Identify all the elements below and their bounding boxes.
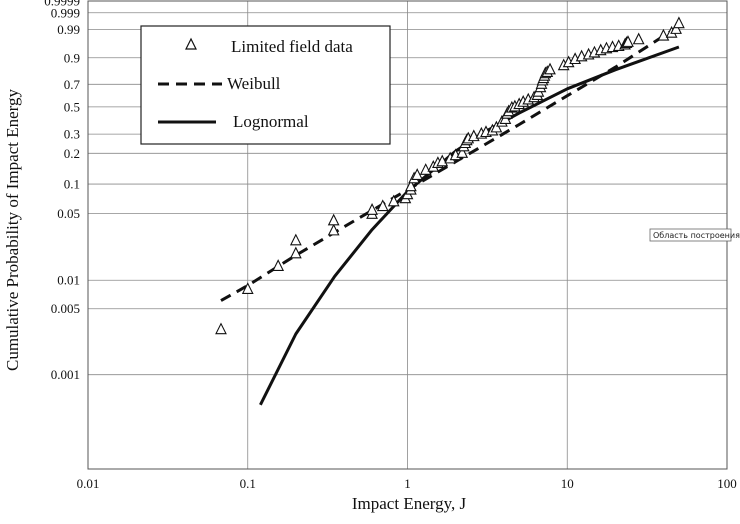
data-markers xyxy=(215,16,685,335)
y-tick-label-7: 0.2 xyxy=(64,146,80,161)
y-tick-label-12: 0.001 xyxy=(51,367,80,382)
data-point-3 xyxy=(289,246,302,259)
data-point-8 xyxy=(366,203,378,215)
data-point-9 xyxy=(376,199,389,212)
plot-area-tooltip: Область построения xyxy=(649,228,740,242)
data-point-66 xyxy=(632,32,645,45)
y-tick-label-5: 0.5 xyxy=(64,99,80,114)
data-point-69 xyxy=(670,22,682,34)
x-axis-title: Impact Energy, J xyxy=(352,494,467,513)
y-tick-label-0: 0.9999 xyxy=(44,0,80,9)
data-point-16 xyxy=(411,168,424,180)
tooltip-text: Область построения xyxy=(653,231,740,240)
series-line-weibull xyxy=(220,24,680,302)
legend-label-limited-field-data: Limited field data xyxy=(231,37,353,56)
x-tick-label-4: 100 xyxy=(717,476,737,491)
data-point-32 xyxy=(490,120,503,133)
data-point-1 xyxy=(241,282,254,294)
y-tick-label-2: 0.99 xyxy=(57,22,80,37)
tooltip-box xyxy=(649,228,732,242)
y-tick-label-9: 0.05 xyxy=(57,206,80,221)
y-tick-label-6: 0.3 xyxy=(64,127,80,142)
x-tick-label-1: 0.1 xyxy=(240,476,256,491)
data-point-70 xyxy=(673,16,685,29)
data-point-5 xyxy=(327,223,340,236)
y-tick-label-11: 0.005 xyxy=(51,301,80,316)
x-tick-label-2: 1 xyxy=(404,476,411,491)
y-axis-title: Cumulative Probability of Impact Energy xyxy=(3,88,22,371)
data-point-17 xyxy=(419,163,432,175)
data-point-6 xyxy=(327,213,340,226)
data-point-14 xyxy=(404,179,417,192)
x-tick-label-0: 0.01 xyxy=(77,476,100,491)
y-tick-label-3: 0.9 xyxy=(64,50,80,65)
y-tick-label-1: 0.999 xyxy=(51,5,80,20)
data-point-52 xyxy=(544,62,556,75)
data-point-2 xyxy=(272,259,285,271)
y-tick-label-8: 0.1 xyxy=(64,177,80,192)
legend-triangle-marker xyxy=(185,37,197,50)
legend-label-weibull: Weibull xyxy=(227,74,281,93)
data-point-10 xyxy=(387,194,400,207)
data-point-4 xyxy=(289,233,302,246)
x-tick-label-3: 10 xyxy=(561,476,574,491)
data-point-23 xyxy=(456,146,469,158)
y-tick-label-4: 0.7 xyxy=(64,77,81,92)
y-tick-label-10: 0.01 xyxy=(57,273,80,288)
legend-label-lognormal: Lognormal xyxy=(233,112,309,131)
data-point-0 xyxy=(215,322,227,335)
legend: Limited field data Weibull Lognormal xyxy=(140,25,391,145)
x-tick-labels: 0.01 0.1 1 10 100 xyxy=(77,476,737,491)
data-point-65 xyxy=(622,35,634,47)
